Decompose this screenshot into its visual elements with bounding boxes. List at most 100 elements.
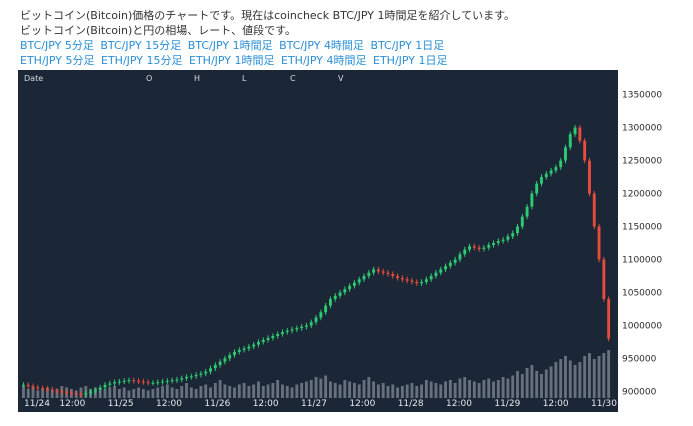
btc-link-5m[interactable]: BTC/JPY 5分足 bbox=[20, 39, 94, 52]
candle-body bbox=[549, 170, 553, 174]
btc-link-1h[interactable]: BTC/JPY 1時間足 bbox=[187, 39, 273, 52]
volume-layer bbox=[22, 350, 611, 398]
candle-body bbox=[564, 147, 567, 161]
volume-bar bbox=[45, 387, 49, 398]
candle-body bbox=[209, 368, 212, 372]
volume-bar bbox=[26, 389, 30, 398]
candle-body bbox=[65, 392, 69, 394]
volume-bar bbox=[237, 384, 241, 398]
candle-body bbox=[338, 292, 342, 296]
candle-body bbox=[396, 275, 400, 278]
volume-bar bbox=[266, 384, 270, 398]
volume-bar bbox=[165, 384, 169, 398]
candle-body bbox=[386, 272, 390, 274]
volume-bar bbox=[391, 384, 395, 398]
price-chart[interactable]: Date O H L C V 11/24 12:00 11/25 12:00 11/26… bbox=[18, 70, 693, 412]
candle-body bbox=[516, 226, 519, 234]
candle-body bbox=[463, 249, 467, 255]
candle-body bbox=[185, 376, 188, 379]
candle-body bbox=[607, 299, 611, 339]
x-tick-label: 11/27 bbox=[301, 399, 327, 409]
btc-link-4h[interactable]: BTC/JPY 4時間足 bbox=[279, 39, 364, 52]
candle-body bbox=[55, 390, 59, 392]
candle-body bbox=[376, 269, 380, 272]
eth-link-15m[interactable]: ETH/JPY 15分足 bbox=[101, 54, 183, 67]
candle-body bbox=[276, 334, 280, 336]
volume-bar bbox=[458, 378, 462, 398]
volume-bar bbox=[597, 356, 601, 398]
candle-body bbox=[151, 382, 155, 384]
eth-links: ETH/JPY 5分足 ETH/JPY 15分足 ETH/JPY 1時間足 ET… bbox=[20, 53, 680, 68]
eth-link-5m[interactable]: ETH/JPY 5分足 bbox=[20, 54, 95, 67]
y-tick-label: 1100000 bbox=[622, 255, 662, 265]
volume-bar bbox=[223, 384, 227, 398]
btc-link-1d[interactable]: BTC/JPY 1日足 bbox=[370, 39, 445, 52]
volume-bar bbox=[573, 365, 577, 398]
volume-bar bbox=[607, 350, 611, 398]
candle-body bbox=[357, 279, 361, 283]
candle-body bbox=[324, 305, 328, 313]
volume-bar bbox=[199, 386, 203, 398]
volume-bar bbox=[568, 360, 572, 398]
x-tick-label: 12:00 bbox=[446, 399, 472, 409]
intro-line-1: ビットコイン(Bitcoin)価格のチャートです。現在はcoincheck BT… bbox=[20, 9, 516, 22]
y-tick-label: 950000 bbox=[622, 354, 657, 364]
candle-body bbox=[132, 380, 136, 382]
candle-body bbox=[525, 206, 529, 217]
candle-body bbox=[544, 173, 548, 178]
volume-bar bbox=[170, 387, 174, 398]
volume-bar bbox=[415, 386, 419, 398]
candle-body bbox=[127, 380, 131, 382]
candle-body bbox=[309, 322, 313, 326]
y-tick-label: 1250000 bbox=[622, 157, 662, 167]
volume-bar bbox=[578, 362, 582, 398]
candle-body bbox=[472, 246, 476, 248]
candle-body bbox=[261, 339, 265, 342]
candle-body bbox=[328, 299, 332, 306]
volume-bar bbox=[487, 378, 491, 398]
candle-body bbox=[257, 341, 260, 345]
candle-body bbox=[237, 349, 241, 352]
eth-link-1d[interactable]: ETH/JPY 1日足 bbox=[373, 54, 448, 67]
candle-body bbox=[175, 379, 179, 381]
volume-bar bbox=[333, 383, 337, 398]
eth-link-1h[interactable]: ETH/JPY 1時間足 bbox=[189, 54, 275, 67]
volume-bar bbox=[300, 383, 304, 398]
volume-bar bbox=[472, 381, 476, 398]
volume-bar bbox=[549, 366, 553, 398]
candle-body bbox=[108, 383, 112, 385]
candle-body bbox=[137, 380, 140, 382]
candle-body bbox=[573, 127, 577, 135]
volume-bar bbox=[209, 387, 212, 398]
volume-bar bbox=[314, 377, 318, 398]
candle-body bbox=[602, 259, 606, 300]
volume-bar bbox=[352, 383, 356, 398]
candle-body bbox=[285, 330, 289, 333]
eth-link-4h[interactable]: ETH/JPY 4時間足 bbox=[281, 54, 367, 67]
volume-bar bbox=[156, 387, 160, 398]
volume-bar bbox=[506, 378, 510, 398]
candle-body bbox=[453, 259, 457, 263]
volume-bar bbox=[228, 386, 232, 398]
volume-bar bbox=[161, 386, 164, 398]
candle-body bbox=[520, 216, 524, 227]
candle-body bbox=[300, 326, 304, 329]
candle-body bbox=[50, 389, 54, 391]
volume-bar bbox=[544, 369, 548, 398]
volume-bar bbox=[117, 389, 121, 398]
y-tick-label: 1150000 bbox=[622, 223, 662, 233]
y-tick-label: 1200000 bbox=[622, 190, 662, 200]
volume-bar bbox=[108, 387, 112, 398]
candle-body bbox=[429, 275, 433, 280]
btc-link-15m[interactable]: BTC/JPY 15分足 bbox=[100, 39, 182, 52]
volume-bar bbox=[309, 380, 313, 398]
volume-bar bbox=[348, 381, 352, 398]
volume-bar bbox=[36, 390, 40, 398]
volume-bar bbox=[381, 383, 385, 398]
candle-body bbox=[60, 391, 64, 393]
candle-body bbox=[103, 384, 107, 388]
candle-body bbox=[98, 387, 102, 391]
volume-bar bbox=[252, 384, 256, 398]
candle-body bbox=[290, 329, 294, 331]
candle-body bbox=[74, 393, 78, 395]
